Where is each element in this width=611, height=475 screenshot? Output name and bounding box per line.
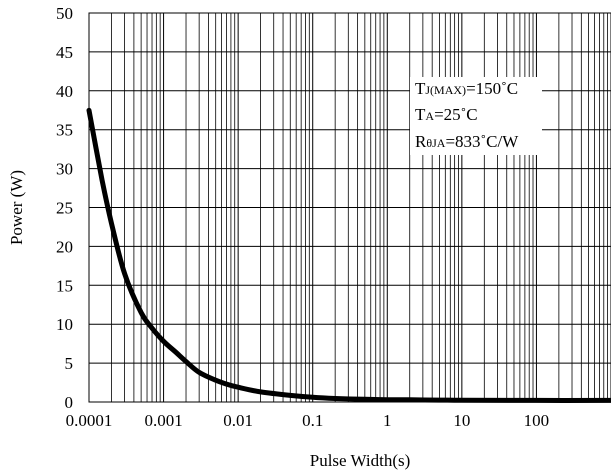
- annotation-subscript: J(MAX): [425, 83, 466, 97]
- annotation-symbol: T: [415, 105, 426, 124]
- y-tick-label: 35: [56, 121, 73, 140]
- annotation-ta: TA=25˚C: [415, 105, 478, 124]
- plot-frame: [88, 12, 611, 403]
- y-tick-label: 20: [56, 237, 73, 256]
- annotation-subscript: A: [425, 109, 434, 123]
- x-tick-label: 0.1: [302, 411, 323, 430]
- y-tick-label: 30: [56, 160, 73, 179]
- y-tick-label: 45: [56, 43, 73, 62]
- x-tick-label: 0.0001: [66, 411, 113, 430]
- annotation-symbol: R: [415, 132, 427, 151]
- series-line: [86, 107, 611, 403]
- y-tick-labels: 0 5 10 15 20 25 30 35 40 45 50: [56, 4, 73, 412]
- annotation-background: [410, 77, 542, 155]
- annotation-value: =25˚C: [434, 105, 478, 124]
- x-tick-labels: 0.0001 0.001 0.01 0.1 1 10 100: [66, 411, 550, 430]
- x-axis-label: Pulse Width(s): [310, 451, 411, 470]
- annotation-symbol: T: [415, 79, 426, 98]
- y-tick-label: 0: [65, 393, 74, 412]
- annotation-subscript: θJA: [426, 136, 445, 150]
- annotation-value: =833˚C/W: [445, 132, 519, 151]
- x-tick-label: 0.001: [144, 411, 182, 430]
- x-tick-label: 10: [453, 411, 470, 430]
- annotation-value: =150˚C: [466, 79, 518, 98]
- annotation-rth: RθJA=833˚C/W: [415, 132, 519, 151]
- y-tick-label: 15: [56, 276, 73, 295]
- y-tick-label: 5: [65, 354, 74, 373]
- x-tick-label: 100: [524, 411, 550, 430]
- x-tick-label: 1: [383, 411, 392, 430]
- y-axis-label: Power (W): [7, 170, 26, 245]
- y-tick-label: 25: [56, 199, 73, 218]
- series-group: [86, 107, 611, 403]
- y-tick-label: 50: [56, 4, 73, 23]
- annotation-tj: TJ(MAX)=150˚C: [415, 79, 518, 98]
- y-tick-label: 10: [56, 315, 73, 334]
- y-tick-label: 40: [56, 82, 73, 101]
- x-tick-label: 0.01: [223, 411, 253, 430]
